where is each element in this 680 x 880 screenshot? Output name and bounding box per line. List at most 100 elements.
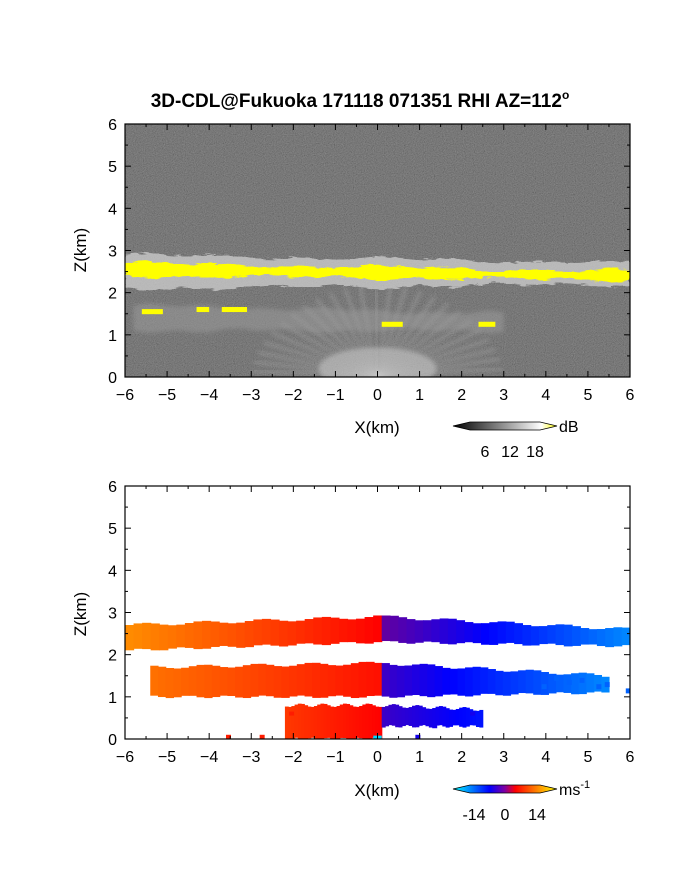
velocity-cell — [330, 617, 340, 644]
velocity-axes: −6 −5 −4 −3 −2 −1 0 1 2 3 4 5 6 0 1 2 3 4 5 6 — [108, 479, 634, 766]
reflectivity-colorbar-unit: dB — [559, 419, 579, 436]
reflectivity-colorbar-tick: 18 — [526, 444, 544, 461]
velocity-cell — [408, 707, 413, 726]
x-tick-label: 5 — [583, 387, 592, 404]
velocity-cell — [296, 620, 306, 644]
x-tick-label: −3 — [242, 387, 260, 404]
x-tick-label: 5 — [583, 749, 592, 766]
reflectivity-echoes — [125, 252, 630, 377]
x-tick-label: 4 — [541, 749, 550, 766]
velocity-cell — [432, 708, 437, 728]
velocity-cell — [304, 619, 314, 644]
velocity-cell — [250, 663, 259, 697]
y-tick-label: 6 — [108, 479, 117, 496]
velocity-cell — [525, 669, 534, 694]
x-tick-label: −4 — [200, 749, 218, 766]
velocity-cell — [289, 665, 298, 697]
velocity-cell — [456, 620, 466, 644]
x-tick-label: −5 — [158, 749, 176, 766]
velocity-cell — [313, 617, 323, 645]
velocity-cell — [425, 708, 430, 727]
velocity-cell — [157, 666, 167, 698]
velocity-cell — [291, 706, 296, 739]
velocity-cell — [418, 705, 423, 726]
velocity-cell — [312, 662, 321, 698]
velocity-cell — [133, 623, 143, 649]
velocity-cell — [481, 623, 490, 645]
velocity-cell — [373, 662, 383, 696]
velocity-cell — [554, 675, 560, 681]
velocity-cell — [406, 619, 416, 644]
velocity-cell — [613, 627, 623, 647]
x-tick-label: 6 — [626, 749, 635, 766]
velocity-cell — [625, 688, 630, 694]
velocity-cell — [347, 619, 357, 643]
echo-patch — [478, 321, 496, 327]
velocity-cell — [330, 706, 334, 739]
velocity-cell — [219, 667, 229, 696]
x-tick-label: 0 — [373, 387, 382, 404]
velocity-cell — [364, 617, 374, 644]
velocity-cell — [571, 673, 580, 695]
velocity-cell — [279, 620, 289, 647]
velocity-cell — [401, 707, 406, 727]
y-tick-label: 3 — [108, 244, 117, 261]
velocity-cell — [381, 615, 391, 642]
velocity-cell — [287, 621, 297, 646]
velocity-cell — [297, 703, 302, 739]
velocity-cell — [541, 684, 547, 690]
velocity-cell — [470, 711, 476, 716]
velocity-cell — [258, 663, 267, 696]
y-tick-label: 2 — [108, 286, 117, 303]
velocity-cell — [336, 705, 341, 739]
velocity-ylabel: Z(km) — [71, 592, 90, 636]
velocity-cell — [465, 707, 470, 727]
velocity-cell — [352, 706, 357, 739]
velocity-cell — [259, 734, 265, 739]
velocity-cell — [530, 626, 540, 646]
velocity-cell — [480, 667, 489, 694]
velocity-cell — [317, 704, 322, 739]
velocity-cell — [265, 664, 275, 697]
x-tick-label: 0 — [373, 749, 382, 766]
velocity-plot-area — [125, 486, 630, 739]
velocity-cell — [505, 621, 515, 643]
velocity-cell — [320, 703, 325, 739]
x-tick-label: −3 — [242, 749, 260, 766]
x-tick-label: −2 — [284, 387, 302, 404]
velocity-cell — [449, 668, 459, 695]
velocity-cell — [563, 624, 573, 647]
velocity-cell — [555, 624, 565, 646]
velocity-colorbar: ms-1 -14 0 14 — [452, 779, 590, 824]
x-tick-label: 2 — [457, 749, 466, 766]
velocity-cell — [378, 706, 383, 739]
reflectivity-ylabel: Z(km) — [71, 228, 90, 272]
velocity-cell — [359, 705, 363, 739]
velocity-cell — [432, 724, 438, 729]
velocity-cell — [464, 622, 474, 643]
velocity-cell — [422, 707, 427, 726]
velocity-cell — [362, 704, 367, 739]
velocity-cell — [349, 705, 354, 739]
velocity-cell — [431, 619, 441, 643]
velocity-cell — [270, 619, 280, 646]
velocity-cell — [502, 671, 512, 696]
velocity-cell — [538, 626, 548, 645]
velocity-cell — [419, 663, 428, 697]
echo-patch — [381, 321, 403, 327]
velocity-cell — [356, 618, 366, 644]
velocity-cell — [301, 703, 305, 739]
velocity-cell — [219, 622, 229, 646]
velocity-cell — [472, 666, 481, 696]
velocity-cell — [423, 620, 432, 642]
velocity-cell — [438, 706, 443, 726]
reflectivity-xlabel: X(km) — [354, 418, 399, 437]
x-tick-label: −6 — [116, 749, 134, 766]
velocity-cell — [489, 622, 499, 645]
velocity-cell — [465, 667, 474, 697]
velocity-cell — [202, 620, 212, 649]
x-tick-label: 6 — [626, 387, 635, 404]
velocity-colorbar-tick: 14 — [528, 807, 546, 824]
